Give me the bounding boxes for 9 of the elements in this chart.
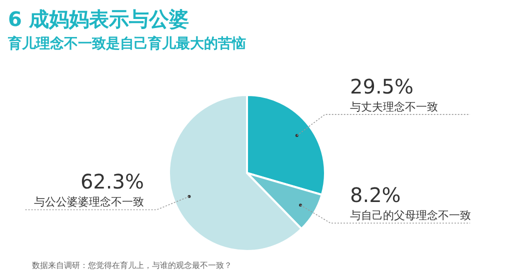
text: 数据来自调研：您觉得在育儿上，与谁的观念最不一致？ [32, 261, 232, 270]
data-label: 8.2% [350, 183, 401, 208]
slice-label: 与自己的父母理念不一致 [350, 209, 471, 222]
data-label: 62.3% [80, 170, 144, 194]
data-label: 29.5% [350, 74, 414, 98]
slice-label: 与公公婆婆理念不一致 [34, 196, 144, 209]
chart-title: 6 成妈妈表示与公婆 [8, 7, 189, 31]
slice-label: 与丈夫理念不一致 [350, 100, 438, 114]
chart-subtitle: 育儿理念不一致是自己育儿最大的苦恼 [7, 35, 246, 52]
